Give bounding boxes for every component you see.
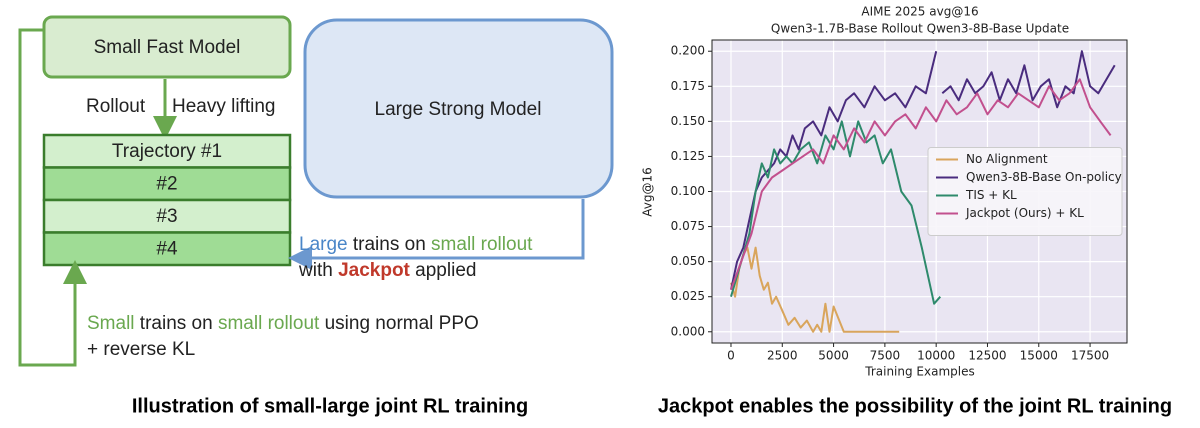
trajectory-label: #2 bbox=[156, 174, 177, 195]
small-train-arrow bbox=[18, 28, 87, 367]
large-model-label: Large Strong Model bbox=[375, 99, 542, 120]
x-tick-label: 0 bbox=[727, 349, 735, 363]
trajectory-row bbox=[42, 198, 292, 234]
series-line bbox=[730, 78, 1112, 291]
chart-title: AIME 2025 avg@16 bbox=[861, 5, 978, 19]
small-note-line2: + reverse KL bbox=[87, 339, 195, 360]
text-segment: Jackpot bbox=[338, 260, 410, 281]
y-tick-label: 0.125 bbox=[671, 149, 705, 163]
large-note-line2: with Jackpot applied bbox=[298, 260, 476, 281]
x-tick-label: 7500 bbox=[870, 349, 901, 363]
y-tick-label: 0.150 bbox=[671, 114, 705, 128]
x-axis-label: Training Examples bbox=[864, 365, 974, 379]
text-segment: applied bbox=[410, 260, 477, 281]
series-line bbox=[730, 50, 1116, 290]
text-segment: trains on bbox=[135, 313, 218, 334]
rollout-label: Rollout bbox=[86, 96, 146, 117]
trajectory-label: #4 bbox=[156, 239, 178, 260]
text-segment: Large bbox=[299, 234, 348, 255]
caption: Jackpot enables the possibility of the j… bbox=[658, 395, 1172, 417]
legend-label: TIS + KL bbox=[965, 188, 1017, 202]
x-tick-label: 15000 bbox=[1020, 349, 1058, 363]
y-tick-label: 0.075 bbox=[671, 219, 705, 233]
y-tick-label: 0.050 bbox=[671, 254, 705, 268]
chart-subtitle: Qwen3-1.7B-Base Rollout Qwen3-8B-Base Up… bbox=[771, 22, 1069, 36]
x-tick-label: 12500 bbox=[968, 349, 1006, 363]
y-tick-label: 0.200 bbox=[671, 44, 705, 58]
caption: Illustration of small-large joint RL tra… bbox=[132, 395, 528, 417]
legend-label: No Alignment bbox=[966, 152, 1048, 166]
text-segment: small rollout bbox=[431, 234, 533, 255]
legend-label: Qwen3-8B-Base On-policy bbox=[966, 170, 1122, 184]
legend-label: Jackpot (Ours) + KL bbox=[965, 206, 1084, 220]
large-train-arrow bbox=[288, 199, 585, 270]
x-tick-label: 17500 bbox=[1071, 349, 1109, 363]
y-tick-label: 0.025 bbox=[671, 289, 705, 303]
large-model-box bbox=[303, 18, 614, 199]
small-model-box bbox=[42, 15, 292, 79]
y-tick-label: 0.000 bbox=[671, 324, 705, 338]
y-tick-label: 0.100 bbox=[671, 184, 705, 198]
heavy-lifting-label: Heavy lifting bbox=[172, 96, 276, 117]
small-note-line1: Small trains on small rollout using norm… bbox=[87, 313, 479, 334]
trajectory-label: Trajectory #1 bbox=[112, 141, 222, 162]
y-tick-label: 0.175 bbox=[671, 79, 705, 93]
y-axis-label: Avg@16 bbox=[641, 167, 655, 217]
small-model-label: Small Fast Model bbox=[94, 37, 241, 58]
x-tick-label: 10000 bbox=[917, 349, 955, 363]
legend-box bbox=[927, 147, 1123, 236]
text-segment: with bbox=[298, 260, 338, 281]
text-segment: trains on bbox=[348, 234, 431, 255]
trajectory-row bbox=[42, 231, 292, 267]
series-line bbox=[730, 120, 942, 305]
x-tick-label: 2500 bbox=[767, 349, 798, 363]
text-segment: small rollout bbox=[218, 313, 320, 334]
series-line bbox=[730, 246, 900, 333]
x-tick-label: 5000 bbox=[818, 349, 849, 363]
plot-frame bbox=[711, 39, 1128, 344]
text-segment: Small bbox=[87, 313, 135, 334]
trajectory-table: Trajectory #1 #2 #3 #4 bbox=[42, 133, 292, 267]
large-note-line1: Large trains on small rollout bbox=[299, 234, 533, 255]
text-segment: using normal PPO bbox=[319, 313, 478, 334]
trajectory-row bbox=[42, 166, 292, 202]
diagram: Small Fast Model Large Strong Model Roll… bbox=[18, 15, 614, 367]
trajectory-label: #3 bbox=[156, 206, 177, 227]
